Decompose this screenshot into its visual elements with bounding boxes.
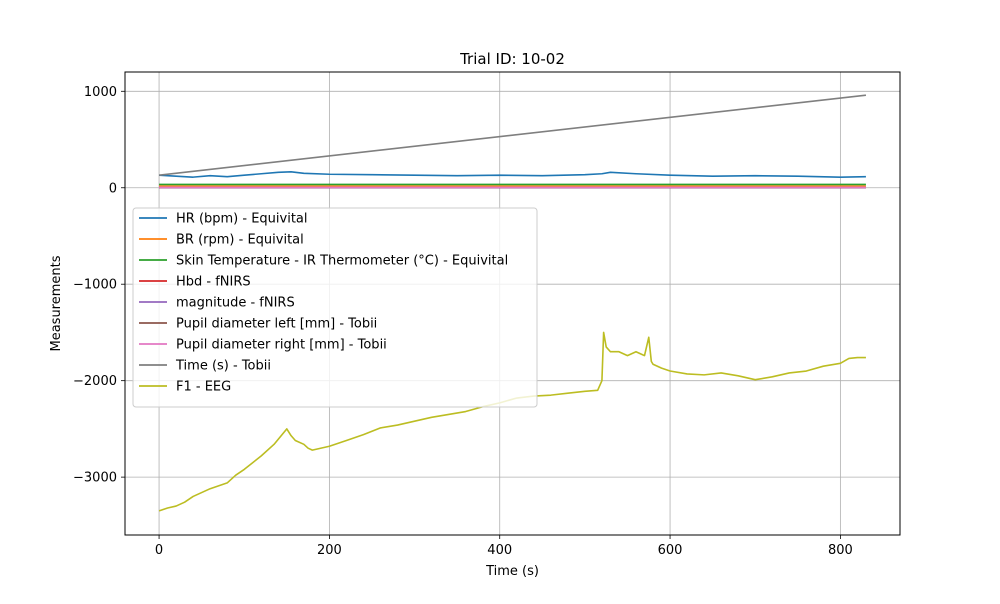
- legend-entry: Skin Temperature - IR Thermometer (°C) -…: [176, 254, 508, 269]
- y-axis-title: Measurements: [49, 255, 64, 351]
- chart-title: Trial ID: 10-02: [459, 50, 565, 68]
- axis-ticks: 0 200 400 600 800 1000 0 −1000 −2000 −3000: [73, 85, 853, 558]
- y-tick-label: −3000: [73, 471, 117, 486]
- legend-entry: F1 - EEG: [176, 380, 231, 395]
- y-tick-label: 1000: [84, 85, 117, 100]
- legend: HR (bpm) - Equivital BR (rpm) - Equivital…: [132, 207, 538, 408]
- legend-entry: BR (rpm) - Equivital: [176, 233, 304, 248]
- x-tick-label: 0: [155, 543, 163, 558]
- plot-series: [158, 94, 867, 512]
- legend-entry: Hbd - fNIRS: [176, 275, 251, 290]
- legend-box: [132, 207, 538, 408]
- x-tick-label: 400: [487, 543, 512, 558]
- legend-entry: Pupil diameter left [mm] - Tobii: [176, 317, 377, 332]
- x-tick-label: 600: [658, 543, 683, 558]
- x-tick-label: 200: [317, 543, 342, 558]
- y-tick-label: −1000: [73, 278, 117, 293]
- legend-entry: Pupil diameter right [mm] - Tobii: [176, 338, 387, 353]
- legend-entry: magnitude - fNIRS: [176, 296, 295, 311]
- legend-entry: HR (bpm) - Equivital: [176, 212, 308, 227]
- series-line-time-s-tobii: [158, 94, 867, 177]
- y-tick-label: 0: [109, 181, 117, 196]
- y-tick-label: −2000: [73, 374, 117, 389]
- series-line-hr-bpm-equivital: [159, 171, 866, 178]
- x-axis-title: Time (s): [485, 564, 539, 579]
- series-line-f1-eeg: [158, 331, 866, 512]
- plot-frame: [124, 71, 901, 536]
- x-tick-label: 800: [828, 543, 853, 558]
- legend-entry: Time (s) - Tobii: [175, 359, 271, 374]
